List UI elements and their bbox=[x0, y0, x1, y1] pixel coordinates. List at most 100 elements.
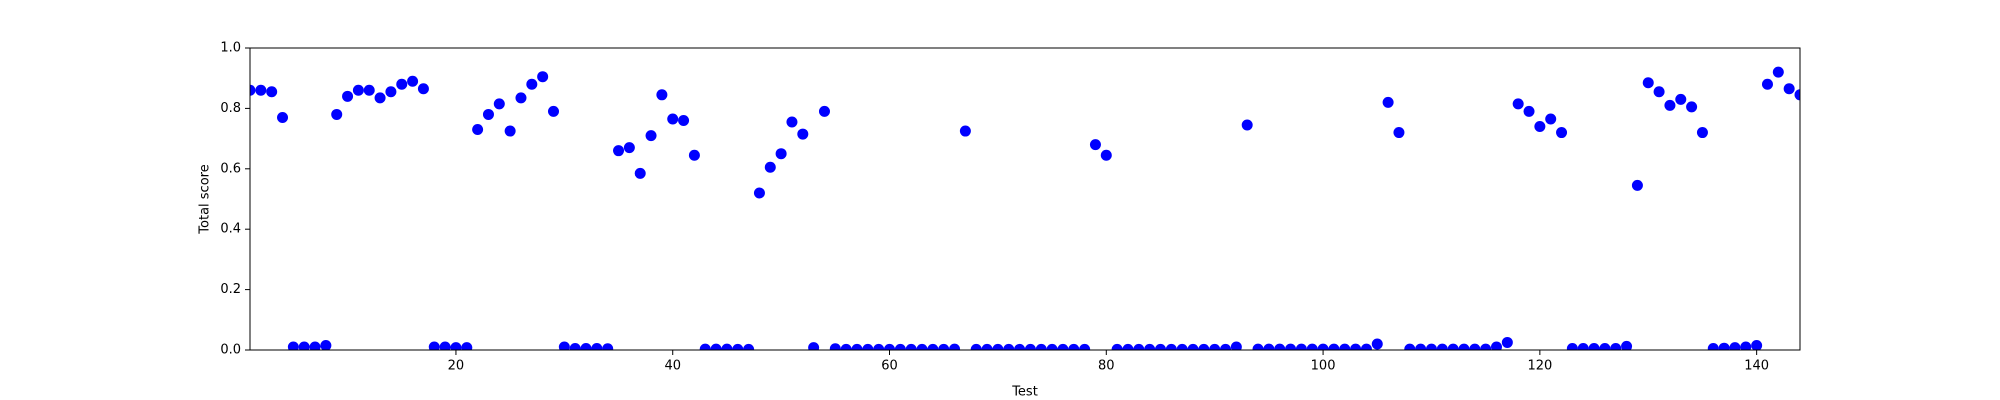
point bbox=[537, 71, 549, 83]
point bbox=[1545, 113, 1557, 125]
point bbox=[504, 125, 516, 137]
point bbox=[320, 339, 332, 350]
point bbox=[1621, 340, 1633, 350]
point bbox=[1230, 341, 1242, 350]
point bbox=[450, 342, 462, 350]
x-tick-label: 120 bbox=[1527, 359, 1552, 374]
point bbox=[1718, 342, 1730, 350]
point bbox=[1328, 343, 1340, 350]
y-tick-label: 0.0 bbox=[220, 343, 241, 358]
point bbox=[1111, 343, 1123, 350]
point bbox=[493, 98, 505, 110]
point bbox=[1491, 341, 1503, 350]
point bbox=[1274, 343, 1286, 350]
point bbox=[1664, 99, 1676, 111]
x-tick-label: 20 bbox=[448, 359, 465, 374]
x-tick-label: 40 bbox=[664, 359, 681, 374]
point bbox=[656, 89, 668, 101]
point bbox=[1198, 343, 1210, 350]
point bbox=[1566, 342, 1578, 350]
point bbox=[1761, 78, 1773, 90]
point bbox=[363, 84, 375, 96]
y-tick-label: 1.0 bbox=[220, 41, 241, 56]
point bbox=[808, 342, 820, 350]
point bbox=[1696, 127, 1708, 139]
point bbox=[1241, 119, 1253, 131]
point bbox=[255, 84, 267, 96]
point bbox=[1686, 101, 1698, 113]
point bbox=[1794, 89, 1800, 101]
point bbox=[1339, 343, 1351, 350]
point bbox=[1577, 342, 1589, 350]
point bbox=[472, 124, 484, 136]
point bbox=[667, 113, 679, 125]
point bbox=[1599, 342, 1611, 350]
point bbox=[526, 78, 538, 90]
point bbox=[949, 343, 961, 350]
point bbox=[309, 341, 321, 350]
point bbox=[1371, 338, 1383, 350]
point bbox=[1100, 149, 1112, 161]
point bbox=[1295, 343, 1307, 350]
point bbox=[992, 343, 1004, 350]
point bbox=[1772, 66, 1784, 78]
point bbox=[1057, 343, 1069, 350]
point bbox=[515, 92, 527, 104]
point bbox=[1436, 343, 1448, 350]
plot-area bbox=[250, 66, 1800, 350]
y-tick-label: 0.4 bbox=[220, 222, 241, 237]
point bbox=[1675, 93, 1687, 105]
point bbox=[1512, 98, 1524, 110]
point bbox=[1783, 83, 1795, 95]
point bbox=[439, 341, 451, 350]
point bbox=[613, 145, 625, 157]
point bbox=[417, 83, 429, 95]
point bbox=[352, 84, 364, 96]
point bbox=[547, 105, 559, 117]
point bbox=[342, 90, 354, 102]
point bbox=[764, 161, 776, 173]
point bbox=[645, 130, 657, 142]
point bbox=[1729, 342, 1741, 350]
point bbox=[732, 343, 744, 350]
point bbox=[1447, 343, 1459, 350]
point bbox=[623, 142, 635, 154]
point bbox=[818, 105, 830, 117]
point bbox=[1317, 343, 1329, 350]
y-tick-label: 0.2 bbox=[220, 282, 241, 297]
point bbox=[1035, 343, 1047, 350]
point bbox=[678, 114, 690, 126]
point bbox=[829, 343, 841, 350]
x-tick-label: 80 bbox=[1098, 359, 1115, 374]
point bbox=[862, 343, 874, 350]
point bbox=[407, 75, 419, 87]
point bbox=[1653, 86, 1665, 98]
point bbox=[331, 108, 343, 120]
point bbox=[374, 92, 386, 104]
point bbox=[396, 78, 408, 90]
point bbox=[1740, 341, 1752, 350]
point bbox=[1046, 343, 1058, 350]
point bbox=[1404, 343, 1416, 350]
point bbox=[688, 149, 700, 161]
point bbox=[1252, 343, 1264, 350]
point bbox=[981, 343, 993, 350]
point bbox=[1350, 343, 1362, 350]
point bbox=[1176, 343, 1188, 350]
point bbox=[580, 342, 592, 350]
y-tick-label: 0.6 bbox=[220, 161, 241, 176]
point bbox=[1523, 105, 1535, 117]
point bbox=[266, 86, 278, 98]
point bbox=[1415, 343, 1427, 350]
x-axis-label: Test bbox=[1011, 385, 1038, 400]
point bbox=[1209, 343, 1221, 350]
point bbox=[1469, 343, 1481, 350]
point bbox=[602, 343, 614, 350]
point bbox=[743, 343, 755, 350]
point bbox=[1751, 339, 1763, 350]
point bbox=[461, 342, 473, 350]
point bbox=[959, 125, 971, 137]
point bbox=[1263, 343, 1275, 350]
y-axis-label: Total score bbox=[198, 164, 213, 234]
x-tick-label: 100 bbox=[1311, 359, 1336, 374]
